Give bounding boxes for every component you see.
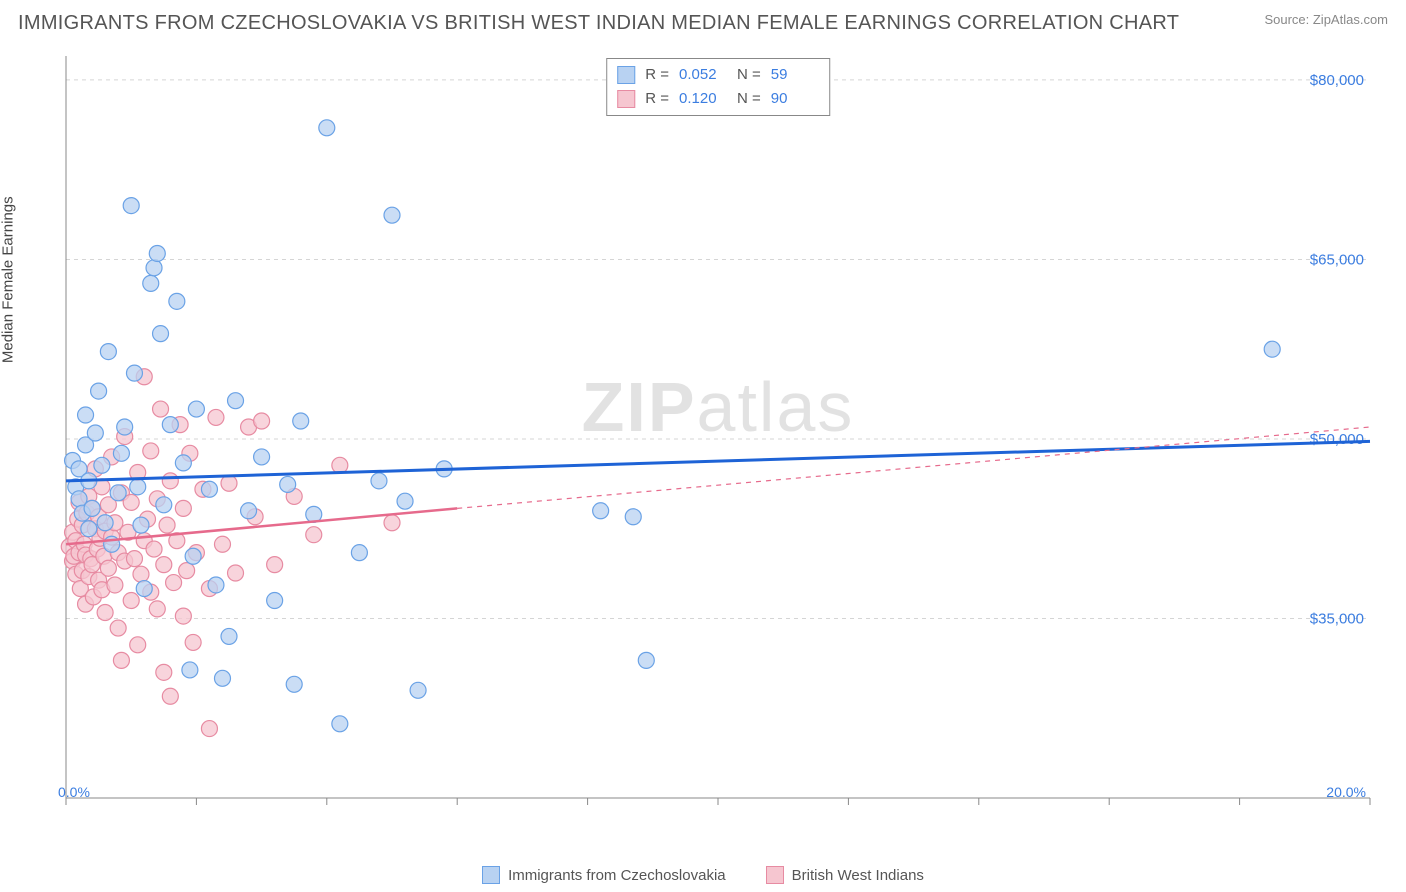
- legend-item-czech: Immigrants from Czechoslovakia: [482, 866, 726, 884]
- x-axis-max-label: 20.0%: [1326, 784, 1366, 800]
- svg-text:$35,000: $35,000: [1310, 610, 1364, 627]
- swatch-bwi: [617, 90, 635, 108]
- chart-svg: $35,000 $50,000 $65,000 $80,000: [58, 48, 1378, 828]
- legend-row-bwi: R = 0.120 N = 90: [617, 87, 819, 111]
- n-value-bwi: 90: [771, 87, 819, 111]
- series-legend: Immigrants from Czechoslovakia British W…: [0, 866, 1406, 884]
- legend-label-bwi: British West Indians: [792, 867, 924, 884]
- r-label: R =: [645, 63, 669, 87]
- svg-text:$80,000: $80,000: [1310, 72, 1364, 89]
- legend-label-czech: Immigrants from Czechoslovakia: [508, 867, 726, 884]
- x-axis-min-label: 0.0%: [58, 784, 90, 800]
- correlation-legend: R = 0.052 N = 59 R = 0.120 N = 90: [606, 58, 830, 116]
- y-axis-label: Median Female Earnings: [0, 196, 17, 363]
- chart-header: IMMIGRANTS FROM CZECHOSLOVAKIA VS BRITIS…: [0, 0, 1406, 43]
- r-value-bwi: 0.120: [679, 87, 727, 111]
- swatch-bwi: [766, 866, 784, 884]
- r-label: R =: [645, 87, 669, 111]
- swatch-czech: [617, 66, 635, 84]
- svg-text:$50,000: $50,000: [1310, 431, 1364, 448]
- scatter-plot: ZIPatlas $35,000$50,000$65,000$80,000 R …: [58, 48, 1378, 828]
- n-label: N =: [737, 63, 761, 87]
- n-value-czech: 59: [771, 63, 819, 87]
- chart-source: Source: ZipAtlas.com: [1264, 12, 1388, 27]
- r-value-czech: 0.052: [679, 63, 727, 87]
- legend-row-czech: R = 0.052 N = 59: [617, 63, 819, 87]
- svg-text:$65,000: $65,000: [1310, 251, 1364, 268]
- chart-area: Median Female Earnings ZIPatlas $35,000$…: [18, 48, 1388, 828]
- chart-title: IMMIGRANTS FROM CZECHOSLOVAKIA VS BRITIS…: [18, 12, 1179, 35]
- legend-item-bwi: British West Indians: [766, 866, 924, 884]
- n-label: N =: [737, 87, 761, 111]
- swatch-czech: [482, 866, 500, 884]
